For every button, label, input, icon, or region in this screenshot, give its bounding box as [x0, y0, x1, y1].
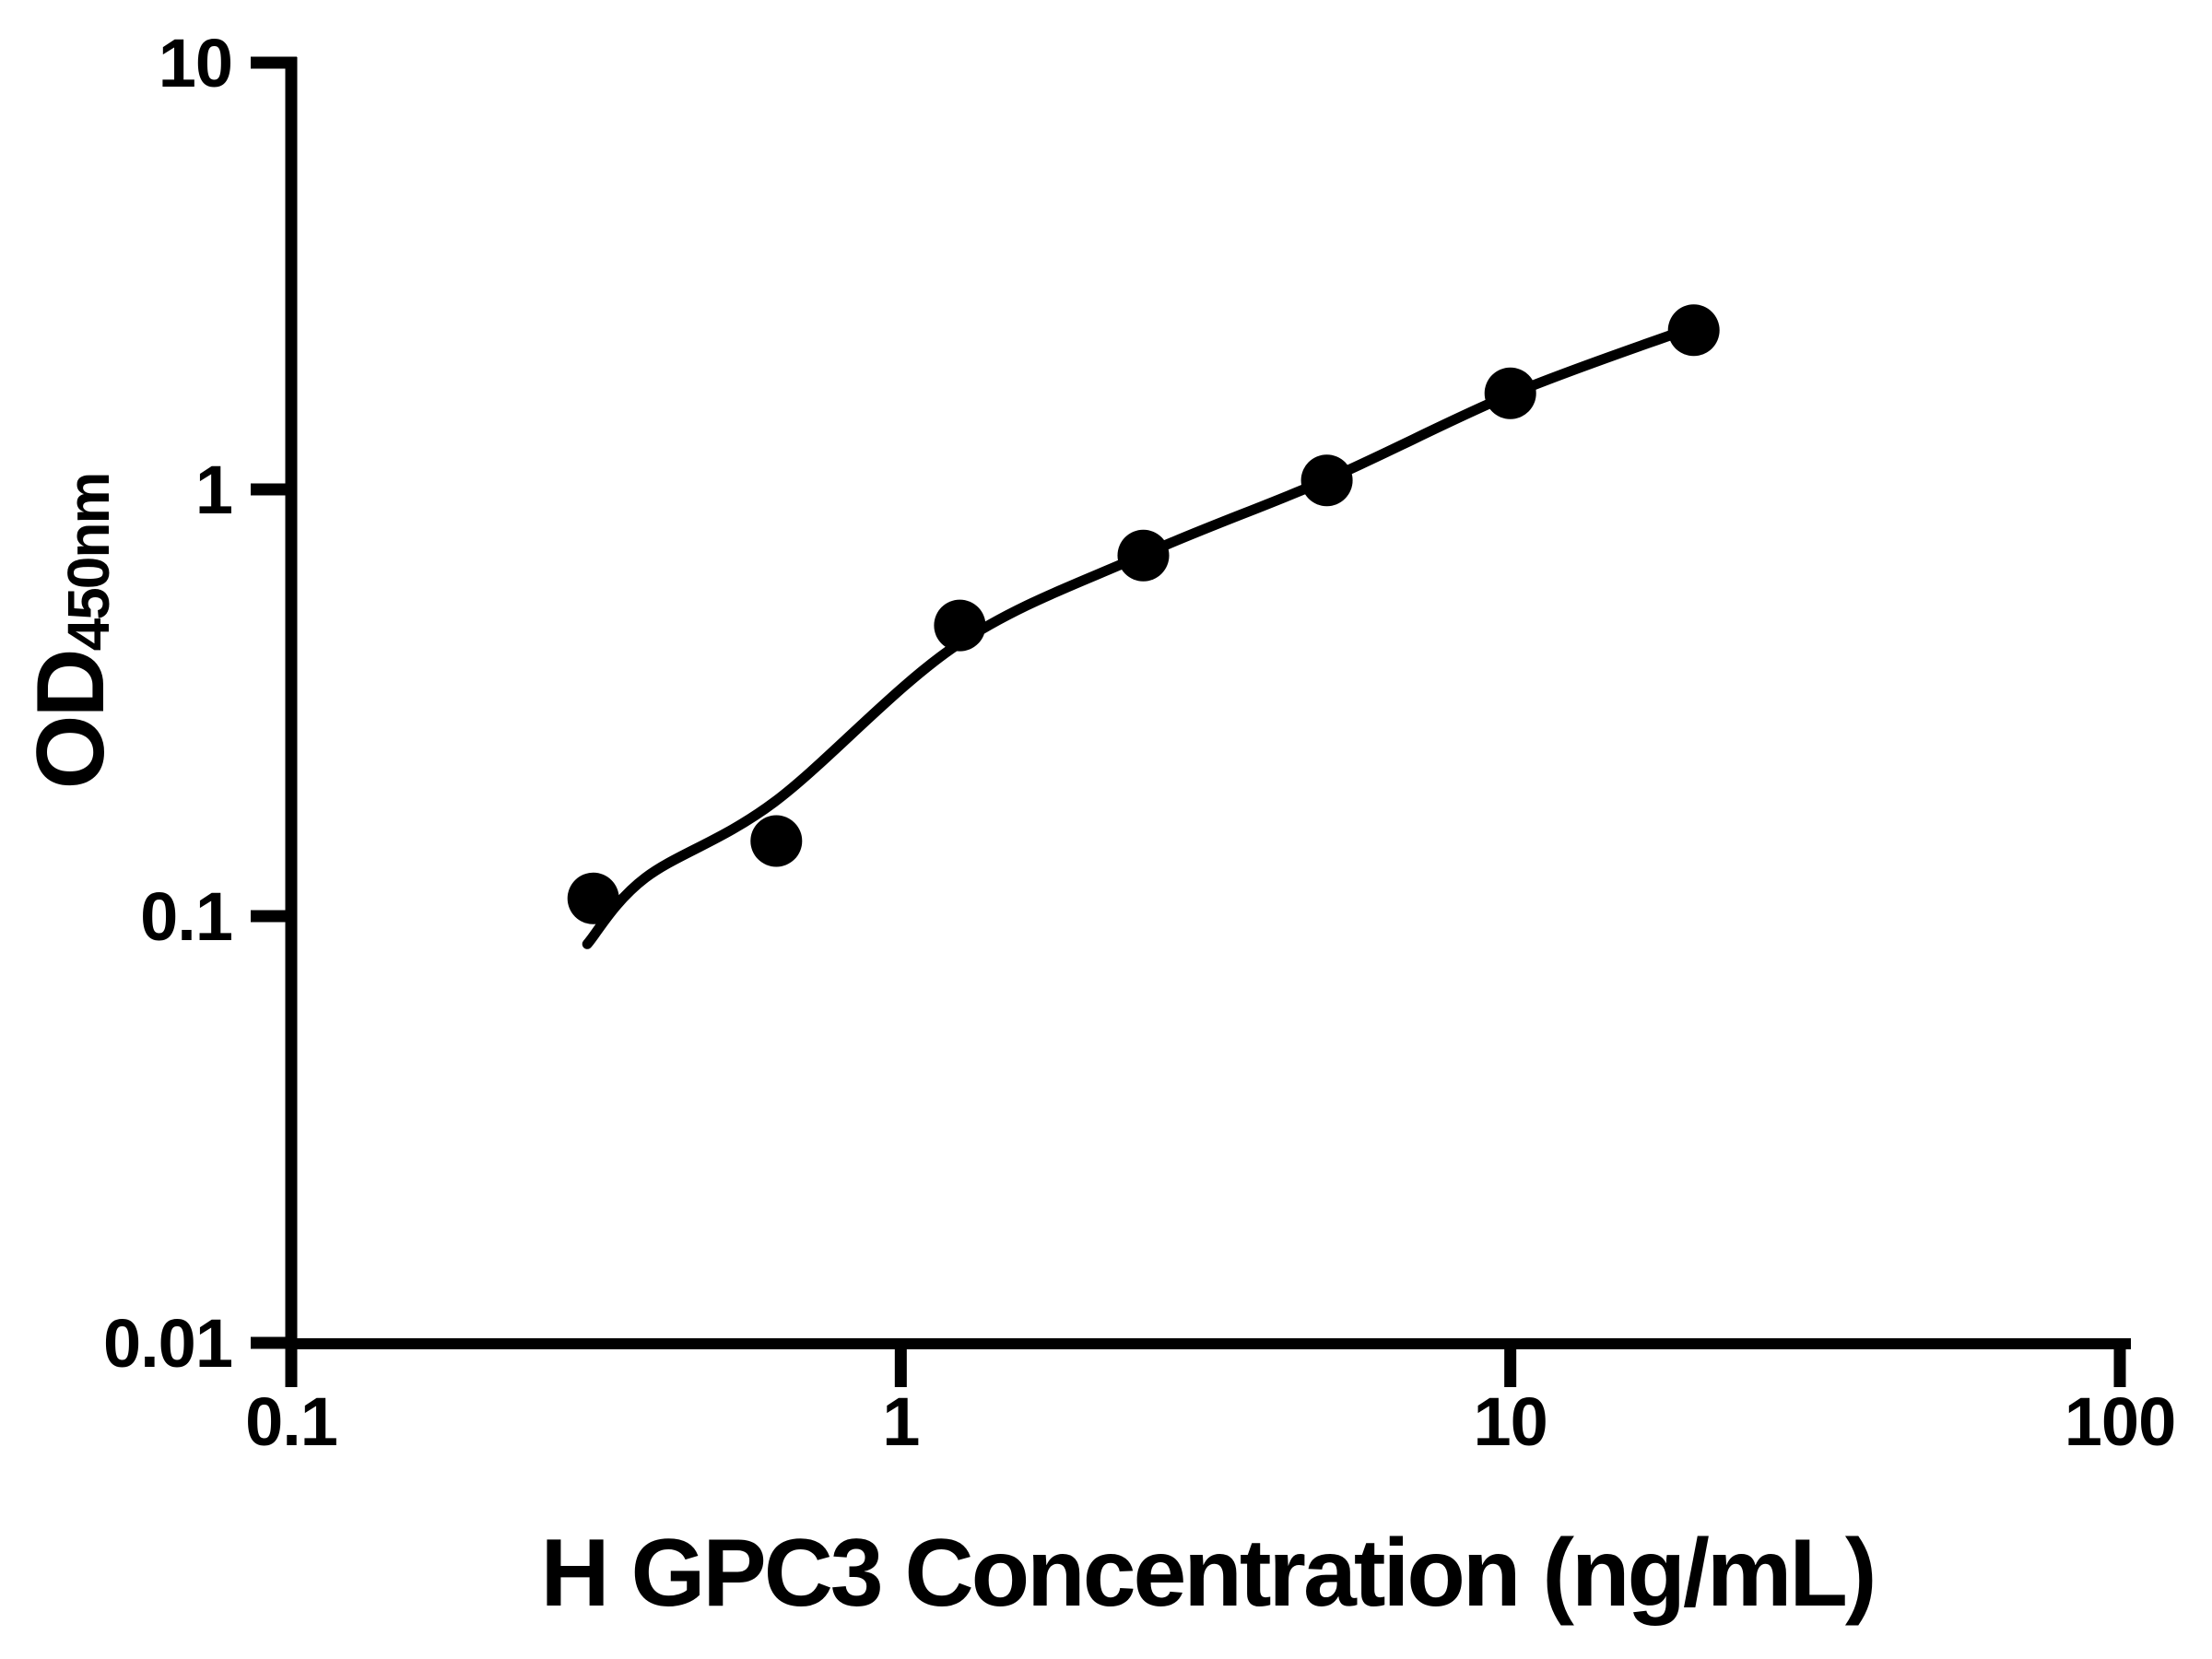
data-point-marker — [1117, 529, 1170, 582]
data-point-marker — [1484, 367, 1536, 419]
x-tick-marks — [285, 1338, 2126, 1387]
data-points — [567, 304, 1720, 924]
fit-curve — [582, 324, 1689, 949]
axes — [285, 57, 2131, 1349]
data-point-marker — [1300, 454, 1353, 507]
x-tick-label: 0.1 — [245, 1383, 337, 1460]
y-axis-title-subscript: 450nm — [55, 474, 122, 652]
x-tick-label: 100 — [2065, 1383, 2175, 1460]
data-point-marker — [1667, 304, 1720, 357]
y-tick-label: 1 — [195, 452, 232, 528]
data-point-marker — [750, 815, 803, 867]
x-tick-labels: 0.1 1 10 100 — [245, 1383, 2176, 1460]
y-axis-title: OD450nm — [18, 474, 124, 790]
y-tick-label: 0.01 — [103, 1305, 232, 1382]
y-tick-label: 10 — [159, 25, 232, 101]
data-point-marker — [934, 599, 986, 652]
x-tick-label: 1 — [882, 1383, 919, 1460]
y-axis-title-main: OD — [18, 651, 124, 789]
y-tick-labels: 10 1 0.1 0.01 — [103, 25, 233, 1382]
data-point-marker — [567, 872, 619, 924]
x-axis-title: H GPC3 Concentration (ng/mL) — [540, 1520, 1874, 1627]
y-tick-label: 0.1 — [140, 878, 232, 955]
x-tick-label: 10 — [1474, 1383, 1547, 1460]
